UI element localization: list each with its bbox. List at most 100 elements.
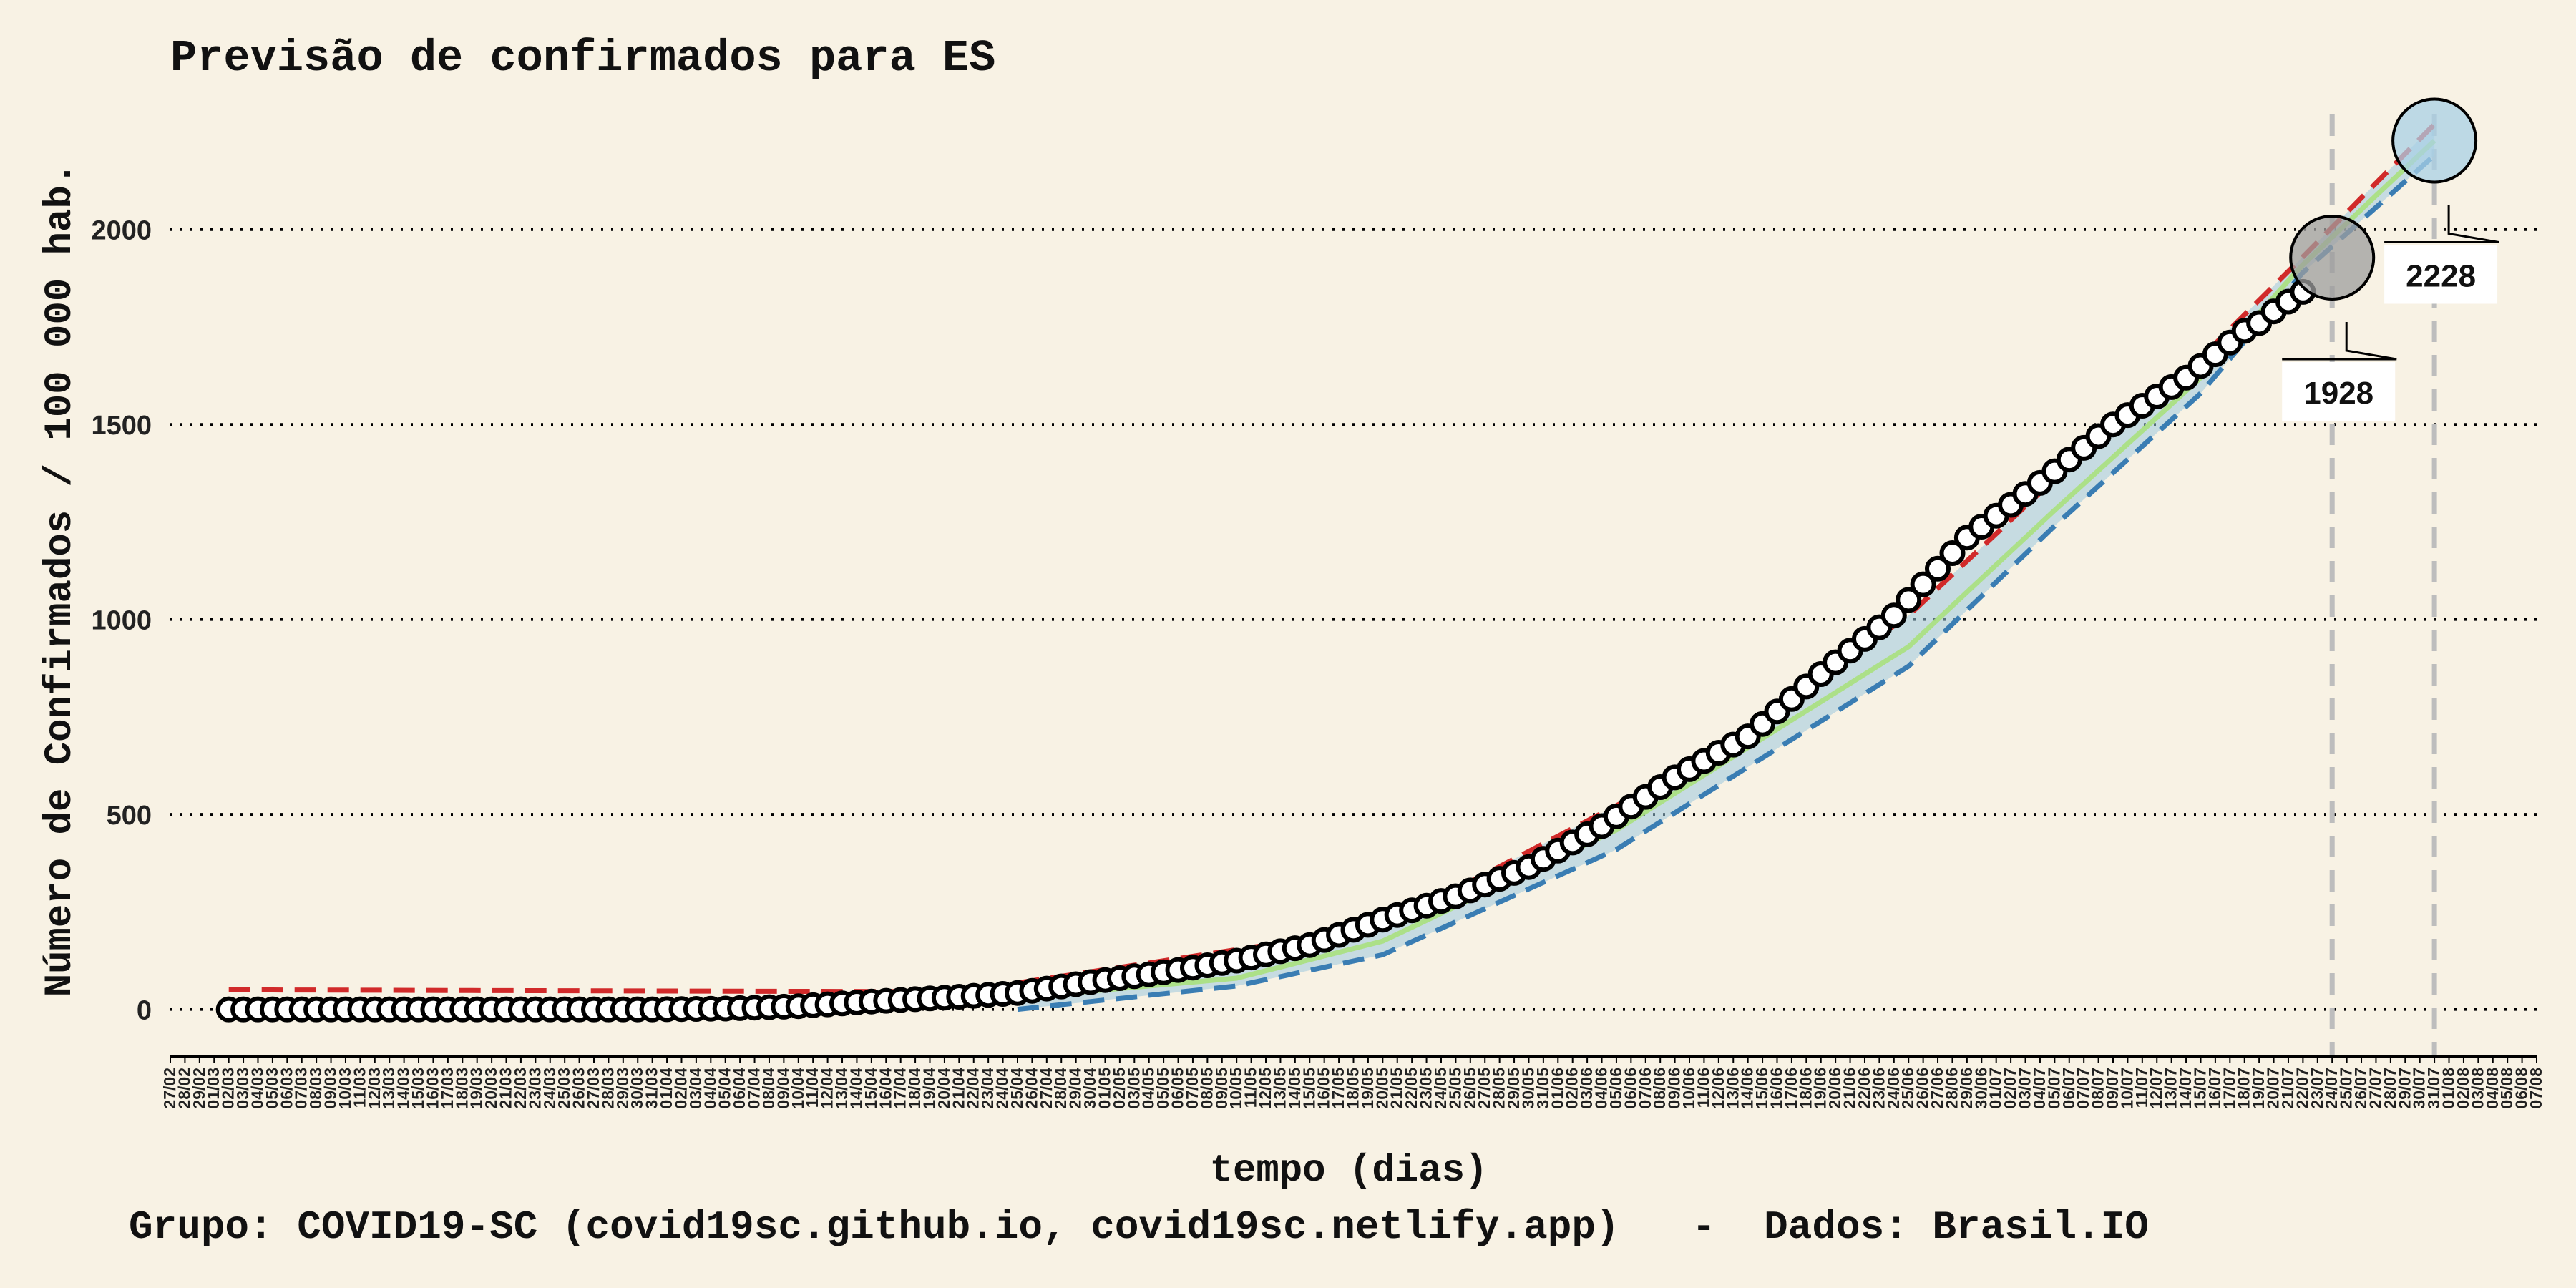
- x-tick-label: 24/05: [1431, 1068, 1450, 1109]
- x-tick-label: 10/05: [1226, 1068, 1245, 1109]
- x-tick-label: 28/03: [598, 1068, 617, 1109]
- x-tick-label: 20/06: [1825, 1068, 1844, 1109]
- x-tick-label: 05/04: [716, 1068, 734, 1109]
- x-tick-label: 23/07: [2308, 1068, 2326, 1109]
- callout-box-2228: [2384, 245, 2498, 304]
- x-tick-label: 20/04: [935, 1068, 953, 1109]
- x-tick-label: 26/04: [1022, 1068, 1040, 1109]
- x-tick-label: 15/03: [409, 1068, 427, 1109]
- x-tick-label: 31/03: [643, 1068, 661, 1109]
- x-tick-label: 06/05: [1169, 1068, 1187, 1109]
- x-tick-label: 27/03: [584, 1068, 602, 1109]
- y-tick-500: 500: [107, 801, 152, 831]
- x-tick-label: 27/04: [1037, 1068, 1055, 1109]
- x-tick-label: 16/04: [876, 1068, 894, 1109]
- x-tick-label: 16/07: [2205, 1068, 2224, 1109]
- x-tick-label: 12/04: [818, 1068, 836, 1109]
- x-tick-label: 15/07: [2191, 1068, 2210, 1109]
- x-tick-label: 06/04: [730, 1068, 748, 1109]
- x-tick-label: 28/04: [1051, 1068, 1070, 1109]
- x-tick-label: 25/05: [1445, 1068, 1464, 1109]
- x-tick-label: 22/04: [964, 1068, 982, 1109]
- x-tick-label: 30/03: [628, 1068, 646, 1109]
- x-tick-label: 25/03: [555, 1068, 573, 1109]
- y-tick-1000: 1000: [91, 606, 152, 636]
- x-tick-label: 04/08: [2483, 1068, 2502, 1109]
- x-tick-label: 01/08: [2439, 1068, 2458, 1109]
- x-tick-label: 16/03: [423, 1068, 441, 1109]
- x-tick-label: 07/03: [292, 1068, 311, 1109]
- x-tick-label: 30/06: [1971, 1068, 1990, 1109]
- x-tick-label: 03/07: [2016, 1068, 2034, 1109]
- x-tick-label: 01/07: [1986, 1068, 2005, 1109]
- callout-label-1928: 1928: [2303, 376, 2373, 411]
- caption: Grupo: COVID19-SC (covid19sc.github.io, …: [129, 1204, 2149, 1250]
- x-tick-label: 20/03: [482, 1068, 500, 1109]
- x-tick-label: 02/03: [219, 1068, 238, 1109]
- x-tick-label: 05/07: [2044, 1068, 2063, 1109]
- x-tick-label: 10/06: [1679, 1068, 1698, 1109]
- x-tick-label: 09/06: [1665, 1068, 1684, 1109]
- x-tick-label: 17/06: [1782, 1068, 1800, 1109]
- x-tick-label: 06/03: [277, 1068, 296, 1109]
- x-tick-label: 11/06: [1694, 1068, 1712, 1108]
- chart-title: Previsão de confirmados para ES: [170, 33, 995, 84]
- x-tick-label: 14/03: [394, 1068, 413, 1109]
- x-tick-label: 30/07: [2410, 1068, 2429, 1109]
- x-tick-label: 15/04: [862, 1068, 880, 1109]
- x-tick-label: 05/03: [263, 1068, 281, 1109]
- x-tick-label: 27/06: [1928, 1068, 1946, 1109]
- x-tick-label: 31/07: [2424, 1068, 2443, 1109]
- x-tick-label: 28/07: [2381, 1068, 2399, 1109]
- x-tick-label: 14/04: [847, 1068, 865, 1109]
- x-tick-label: 08/06: [1650, 1068, 1669, 1109]
- x-tick-label: 09/04: [774, 1068, 792, 1109]
- x-tick-label: 02/06: [1563, 1068, 1581, 1109]
- x-tick-label: 07/06: [1636, 1068, 1654, 1109]
- x-tick-label: 29/02: [190, 1068, 208, 1109]
- x-tick-label: 22/06: [1855, 1068, 1873, 1109]
- callout-label-2228: 2228: [2406, 258, 2476, 293]
- x-tick-label: 06/06: [1621, 1068, 1639, 1109]
- x-tick-label: 30/05: [1519, 1068, 1538, 1109]
- x-tick-label: 08/03: [306, 1068, 325, 1109]
- x-tick-label: 24/07: [2322, 1068, 2341, 1109]
- x-tick-label: 17/03: [438, 1068, 457, 1109]
- x-tick-label: 13/07: [2162, 1068, 2180, 1109]
- x-tick-label: 08/05: [1197, 1068, 1216, 1109]
- x-tick-label: 12/05: [1256, 1068, 1274, 1109]
- x-tick-label: 29/06: [1957, 1068, 1976, 1109]
- y-tick-0: 0: [137, 996, 152, 1026]
- observed-point: [1925, 555, 1951, 582]
- x-tick-label: 05/05: [1153, 1068, 1172, 1109]
- x-tick-label: 14/06: [1738, 1068, 1757, 1109]
- x-tick-labels: 27/0228/0229/0201/0302/0303/0304/0305/03…: [160, 1056, 2545, 1109]
- x-tick-label: 22/07: [2293, 1068, 2311, 1109]
- x-tick-label: 21/07: [2278, 1068, 2297, 1109]
- forecast-lower-line: [1017, 153, 2436, 1013]
- y-tick-labels: 0 500 1000 1500 2000: [91, 216, 152, 1026]
- observed-point: [1880, 602, 1907, 629]
- x-tick-label: 02/08: [2454, 1068, 2472, 1109]
- x-tick-label: 12/06: [1709, 1068, 1727, 1109]
- x-tick-label: 24/06: [1884, 1068, 1903, 1109]
- x-tick-label: 29/03: [613, 1068, 632, 1109]
- x-tick-label: 01/05: [1096, 1068, 1114, 1109]
- x-tick-label: 06/07: [2059, 1068, 2078, 1109]
- x-tick-label: 20/07: [2264, 1068, 2283, 1109]
- x-tick-label: 16/05: [1314, 1068, 1333, 1109]
- x-tick-label: 05/08: [2497, 1068, 2516, 1109]
- x-tick-label: 21/03: [497, 1068, 515, 1109]
- x-tick-label: 19/05: [1358, 1068, 1377, 1109]
- x-tick-label: 03/05: [1124, 1068, 1143, 1109]
- callout-leader-1928: [2282, 321, 2397, 361]
- x-tick-label: 09/05: [1212, 1068, 1231, 1109]
- x-tick-label: 17/04: [891, 1068, 909, 1109]
- x-tick-label: 11/03: [350, 1068, 369, 1108]
- callout-leader-2228: [2384, 205, 2499, 243]
- x-tick-label: 15/05: [1299, 1068, 1318, 1109]
- x-tick-label: 26/06: [1913, 1068, 1932, 1109]
- x-tick-label: 09/03: [321, 1068, 340, 1109]
- observed-point: [1910, 571, 1936, 597]
- x-tick-label: 24/03: [540, 1068, 559, 1109]
